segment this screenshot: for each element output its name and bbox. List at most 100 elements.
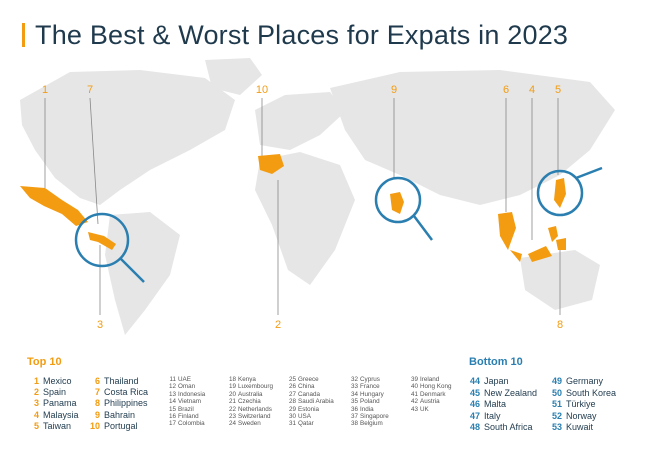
country-name: Portugal xyxy=(104,420,138,431)
rank-number: 30 xyxy=(288,412,296,420)
rank-number: 48 xyxy=(469,422,480,433)
rank-number: 53 xyxy=(551,422,562,433)
rank-number: 18 xyxy=(228,376,236,383)
country-name: Cyprus xyxy=(360,376,380,383)
lens-handle-bahrain xyxy=(413,215,433,241)
bottom10-heading: Bottom 10 xyxy=(469,356,523,368)
ranking-item: 6 Thailand xyxy=(88,376,148,387)
rank-number: 40 xyxy=(410,383,418,391)
spain-shape xyxy=(258,154,284,174)
rank-number: 51 xyxy=(551,399,562,410)
ranking-item: 14 Vietnam xyxy=(166,398,205,405)
middle-column-5: 39 Ireland 40 Hong Kong 41 Denmark 42 Austria 43… xyxy=(408,376,452,413)
ranking-item: 23 Switzerland xyxy=(226,413,273,420)
country-name: Hong Kong xyxy=(420,383,452,391)
country-name: Kenya xyxy=(238,376,256,383)
land-europe xyxy=(255,92,345,150)
country-name: South Korea xyxy=(566,387,617,398)
rank-number: 3 xyxy=(33,398,39,409)
top10-heading: Top 10 xyxy=(27,356,62,368)
rank-number: 27 xyxy=(288,390,296,398)
country-name: New Zealand xyxy=(484,387,538,398)
ranking-item: 16 Finland xyxy=(166,413,205,420)
rank-number: 6 xyxy=(94,376,100,386)
country-name: Luxembourg xyxy=(238,383,274,391)
philippines-shape xyxy=(548,226,566,250)
map-label-4: 4 xyxy=(529,84,535,96)
land-asia xyxy=(330,70,615,205)
ranking-item: 25 Greece xyxy=(286,376,334,383)
country-name: Panama xyxy=(43,398,77,409)
ranking-item: 20 Australia xyxy=(226,391,273,398)
world-map: 1 7 10 9 6 4 5 3 2 8 xyxy=(20,58,615,335)
ranking-item: 21 Czechia xyxy=(226,398,273,405)
country-name: Indonesia xyxy=(178,390,206,398)
ranking-item: 49 Germany xyxy=(548,376,616,388)
ranking-item: 34 Hungary xyxy=(348,391,389,398)
rank-number: 2 xyxy=(33,387,39,398)
rank-number: 41 xyxy=(410,390,418,398)
middle-column-2: 18 Kenya 19 Luxembourg 20 Australia 21 Czechia 2… xyxy=(226,376,273,428)
lens-taiwan xyxy=(536,169,584,217)
country-name: China xyxy=(298,383,315,391)
ranking-item: 18 Kenya xyxy=(226,376,273,383)
ranking-item: 32 Cyprus xyxy=(348,376,389,383)
ranking-item: 45 New Zealand xyxy=(466,388,537,400)
taiwan-lens-shape xyxy=(554,178,566,208)
country-name: Estonia xyxy=(298,405,320,413)
map-label-9: 9 xyxy=(391,84,397,96)
rank-number: 42 xyxy=(410,398,418,406)
ranking-item: 11 UAE xyxy=(166,376,205,383)
country-name: Qatar xyxy=(298,420,314,428)
ranking-item: 5 Taiwan xyxy=(27,421,79,432)
ranking-item: 30 USA xyxy=(286,413,334,420)
magnifier-lenses xyxy=(74,166,603,283)
ranking-item: 26 China xyxy=(286,383,334,390)
rank-number: 22 xyxy=(228,405,236,413)
rank-number: 15 xyxy=(168,405,176,413)
country-name: UAE xyxy=(178,376,191,383)
rank-number: 38 xyxy=(350,420,358,428)
central-america-lens-shape xyxy=(88,232,116,250)
ranking-item: 47 Italy xyxy=(466,411,537,423)
ranking-item: 53 Kuwait xyxy=(548,422,616,434)
rank-number: 49 xyxy=(551,376,562,386)
ranking-item: 2 Spain xyxy=(27,387,79,398)
rank-number: 35 xyxy=(350,398,358,406)
ranking-item: 42 Austria xyxy=(408,398,452,405)
ranking-item: 39 Ireland xyxy=(408,376,452,383)
rank-number: 44 xyxy=(469,376,480,386)
rank-number: 21 xyxy=(228,398,236,406)
country-name: France xyxy=(360,383,380,391)
ranking-item: 38 Belgium xyxy=(348,420,389,427)
rank-number: 16 xyxy=(168,412,176,420)
ranking-item: 3 Panama xyxy=(27,398,79,409)
map-label-6: 6 xyxy=(503,84,509,96)
ranking-item: 31 Qatar xyxy=(286,420,334,427)
ranking-item: 12 Oman xyxy=(166,383,205,390)
ranking-item: 29 Estonia xyxy=(286,406,334,413)
rank-number: 8 xyxy=(94,398,100,409)
lens-bahrain xyxy=(374,176,422,224)
bottom10-column-1: 44 Japan 45 New Zealand 46 Malta 47 Italy 48 Sout… xyxy=(466,376,537,434)
country-name: Czechia xyxy=(238,398,261,406)
country-name: Taiwan xyxy=(43,420,72,431)
country-name: Singapore xyxy=(360,412,389,420)
ranking-item: 51 Türkiye xyxy=(548,399,616,411)
ranking-item: 40 Hong Kong xyxy=(408,383,452,390)
rank-number: 32 xyxy=(350,376,358,383)
country-name: Colombia xyxy=(178,420,205,428)
lens-handle-taiwan xyxy=(575,166,603,180)
title-block: The Best & Worst Places for Expats in 20… xyxy=(22,18,568,52)
middle-column-3: 25 Greece 26 China 27 Canada 28 Saudi Arabia 29 E… xyxy=(286,376,334,428)
country-name: South Africa xyxy=(484,422,533,433)
rank-number: 43 xyxy=(410,405,418,413)
middle-column-4: 32 Cyprus 33 France 34 Hungary 35 Poland 36 India… xyxy=(348,376,389,428)
country-name: Italy xyxy=(484,410,501,421)
ranking-item: 17 Colombia xyxy=(166,420,205,427)
bahrain-lens-shape xyxy=(390,192,404,214)
country-name: Philippines xyxy=(104,398,148,409)
ranking-item: 46 Malta xyxy=(466,399,537,411)
ranking-item: 37 Singapore xyxy=(348,413,389,420)
country-name: Türkiye xyxy=(566,399,596,410)
